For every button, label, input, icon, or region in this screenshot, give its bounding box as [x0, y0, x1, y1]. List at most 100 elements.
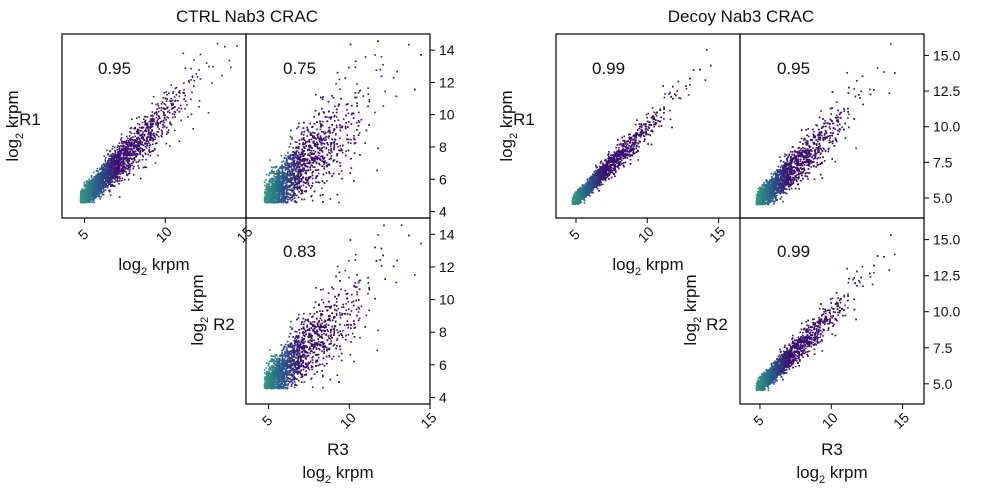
- scatter-point: [335, 124, 338, 127]
- scatter-point: [157, 124, 159, 127]
- scatter-point: [298, 162, 301, 165]
- scatter-point: [167, 129, 170, 131]
- scatter-point: [311, 152, 313, 154]
- scatter-point: [98, 193, 101, 195]
- scatter-point: [163, 91, 166, 94]
- scatter-point: [296, 187, 298, 190]
- scatter-point: [313, 132, 316, 134]
- scatter-point: [298, 139, 300, 142]
- scatter-point: [345, 103, 348, 106]
- scatter-point: [97, 185, 100, 187]
- scatter-point: [302, 170, 305, 172]
- scatter-point: [311, 147, 313, 149]
- scatter-point: [321, 147, 323, 149]
- scatter-point: [318, 157, 320, 159]
- scatter-point: [102, 173, 105, 176]
- scatter-point: [330, 116, 332, 119]
- scatter-point: [105, 164, 108, 167]
- scatter-point: [113, 168, 115, 170]
- scatter-point: [347, 138, 350, 141]
- scatter-point: [135, 141, 137, 143]
- scatter-point: [120, 164, 122, 167]
- scatter-point: [94, 177, 96, 179]
- scatter-point: [145, 128, 147, 131]
- scatter-point: [151, 119, 154, 122]
- scatter-point: [281, 199, 283, 202]
- scatter-point: [148, 146, 151, 149]
- scatter-point: [318, 162, 320, 165]
- scatter-point: [293, 185, 296, 188]
- scatter-point: [89, 179, 92, 182]
- scatter-point: [327, 136, 330, 139]
- scatter-point: [130, 141, 133, 143]
- scatter-point: [312, 153, 315, 155]
- scatter-point: [86, 189, 88, 191]
- scatter-point: [289, 198, 292, 200]
- scatter-point: [124, 163, 126, 166]
- scatter-point: [80, 196, 83, 199]
- scatter-point: [79, 191, 82, 194]
- scatter-point: [103, 177, 106, 179]
- scatter-point: [168, 92, 170, 94]
- scatter-point: [211, 82, 213, 84]
- scatter-point: [312, 141, 315, 144]
- scatter-point: [170, 102, 172, 105]
- scatter-point: [122, 154, 125, 156]
- scatter-point: [92, 200, 94, 203]
- scatter-point: [281, 168, 283, 170]
- scatter-point: [157, 103, 159, 105]
- scatter-point: [266, 194, 268, 196]
- scatter-point: [282, 183, 284, 185]
- scatter-point: [141, 133, 144, 135]
- scatter-point: [116, 149, 118, 151]
- scatter-point: [93, 171, 95, 174]
- scatter-point: [286, 161, 288, 164]
- scatter-point: [132, 167, 134, 170]
- scatter-point: [285, 182, 287, 185]
- scatter-point: [121, 177, 124, 180]
- scatter-point: [100, 165, 103, 168]
- scatter-point: [122, 145, 124, 148]
- scatter-point: [279, 193, 281, 195]
- scatter-point: [130, 145, 132, 148]
- scatter-point: [265, 173, 268, 176]
- scatter-point: [295, 166, 298, 168]
- scatter-point: [114, 168, 117, 170]
- scatter-point: [278, 197, 281, 200]
- scatter-point: [285, 157, 288, 160]
- scatter-point: [303, 154, 305, 157]
- scatter-point: [149, 131, 152, 133]
- scatter-point: [183, 98, 185, 101]
- scatter-point: [102, 167, 104, 169]
- scatter-point: [300, 138, 303, 141]
- scatter-point: [135, 146, 137, 148]
- scatter-point: [319, 135, 322, 137]
- scatter-point: [148, 151, 151, 153]
- scatter-point: [137, 150, 140, 152]
- scatter-point: [301, 159, 303, 162]
- scatter-point: [266, 187, 268, 190]
- scatter-point: [131, 149, 134, 151]
- scatter-point: [289, 135, 292, 138]
- scatter-point: [129, 163, 131, 165]
- scatter-point: [105, 163, 108, 166]
- scatter-point: [278, 195, 280, 197]
- scatter-point: [346, 134, 349, 136]
- scatter-point: [112, 152, 114, 155]
- scatter-point: [94, 194, 97, 197]
- scatter-point: [281, 171, 284, 174]
- scatter-point: [309, 152, 312, 154]
- scatter-point: [283, 166, 286, 168]
- scatter-point: [94, 180, 96, 182]
- scatter-point: [81, 198, 83, 200]
- scatter-point: [291, 182, 294, 185]
- scatter-point: [287, 151, 289, 154]
- scatter-point: [294, 186, 296, 189]
- scatter-point: [289, 175, 291, 177]
- scatter-point: [112, 171, 115, 173]
- scatter-point: [106, 172, 108, 175]
- scatter-point: [155, 123, 157, 126]
- scatter-point: [265, 191, 268, 193]
- scatter-point: [109, 160, 112, 163]
- scatter-point: [127, 154, 130, 156]
